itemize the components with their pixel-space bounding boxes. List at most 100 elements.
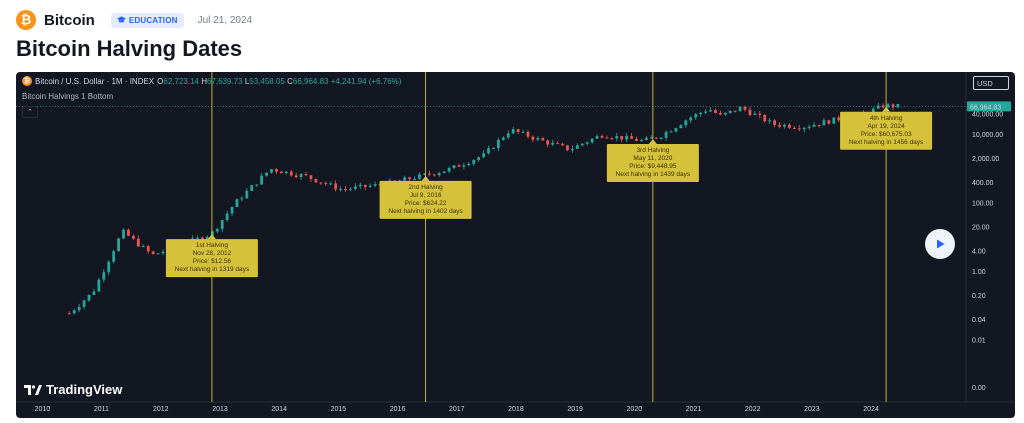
symbol-name[interactable]: Bitcoin / U.S. Dollar · 1M · INDEX	[35, 76, 155, 86]
x-tick-label: 2019	[567, 406, 583, 413]
candle-body	[827, 120, 831, 124]
candle-body	[452, 165, 456, 168]
candle-body	[526, 131, 530, 137]
candle-body	[279, 171, 283, 174]
candle-body	[403, 177, 407, 181]
y-tick-label: 100.00	[972, 201, 994, 208]
candle-body	[536, 138, 540, 140]
candle-body	[654, 137, 658, 139]
topic-name[interactable]: Bitcoin	[44, 11, 95, 29]
candle-body	[506, 133, 510, 138]
collapse-button[interactable]: ⌃	[22, 106, 38, 118]
article-header: ₿ Bitcoin EDUCATION Jul 21, 2024	[16, 9, 252, 31]
candle-body	[72, 310, 76, 314]
candle-body	[339, 189, 342, 191]
halving-date: May 11, 2020	[633, 155, 672, 162]
halving-price: Price: $624.22	[405, 200, 447, 207]
candle-body	[196, 237, 199, 239]
y-tick-label: 10,000.00	[972, 132, 1003, 139]
halving-price: Price: $60,675.03	[861, 131, 912, 138]
y-tick-label: 20.00	[972, 224, 990, 231]
candle-body	[684, 120, 688, 126]
candle-body	[649, 137, 653, 139]
education-badge[interactable]: EDUCATION	[110, 12, 184, 28]
halving-annotation	[840, 111, 933, 150]
candle-body	[807, 126, 811, 128]
candle-body	[699, 112, 703, 115]
candle-body	[477, 157, 481, 161]
candle-body	[516, 129, 520, 132]
candle-body	[669, 131, 673, 133]
current-price-tag	[967, 101, 1011, 112]
candle-body	[644, 137, 648, 141]
candle-body	[334, 183, 338, 190]
candle-body	[97, 279, 101, 292]
play-button[interactable]	[925, 229, 955, 259]
candle-body	[575, 145, 579, 149]
halving-annotation	[606, 143, 699, 182]
candle-body	[753, 113, 757, 116]
candle-body	[768, 120, 772, 122]
y-tick-label: 0.00	[972, 385, 986, 392]
candle-body	[788, 124, 791, 128]
candle-body	[546, 140, 550, 145]
x-tick-label: 2013	[212, 406, 228, 413]
tradingview-logo[interactable]: TradingView	[24, 382, 122, 397]
candle-body	[250, 185, 254, 191]
candle-body	[358, 184, 362, 187]
candle-body	[146, 246, 150, 252]
candle-body	[220, 220, 224, 229]
symbol-icon: ₿	[22, 76, 32, 86]
chart-container[interactable]: 40,000.00 10,000.00 2,000.00 400.00 100.00 20…	[16, 72, 1015, 418]
currency-label[interactable]: USD	[973, 76, 1009, 90]
candle-body	[709, 110, 712, 112]
candle-body	[156, 253, 160, 255]
candlestick-chart[interactable]: 40,000.00 10,000.00 2,000.00 400.00 100.00 20…	[16, 72, 1015, 418]
candle-body	[748, 109, 752, 116]
x-tick-label: 2017	[449, 406, 465, 413]
candle-body	[457, 165, 461, 167]
halving-title: 3rd Halving	[636, 147, 669, 154]
candle-body	[704, 111, 707, 113]
halving-annotation	[165, 239, 258, 278]
candle-body	[570, 148, 574, 151]
candle-body	[437, 173, 441, 176]
indicator-label[interactable]: Bitcoin Halvings 1 Bottom	[22, 92, 114, 101]
candle-body	[418, 174, 421, 179]
tradingview-logo-icon	[24, 384, 42, 395]
candle-body	[235, 199, 239, 208]
candle-body	[620, 136, 624, 140]
change-value: +4,241.94 (+6.76%)	[330, 76, 402, 86]
candle-body	[472, 160, 476, 164]
candle-body	[363, 184, 367, 187]
current-price-label: 66,964.83	[970, 104, 1001, 111]
halving-title: 1st Halving	[196, 242, 229, 249]
candle-body	[664, 132, 668, 138]
candle-body	[487, 148, 490, 154]
tradingview-wordmark: TradingView	[46, 382, 123, 397]
candle-body	[442, 171, 446, 174]
candle-body	[349, 188, 352, 190]
halving-next: Next halving in 1439 days	[616, 171, 691, 178]
candle-body	[832, 117, 836, 124]
candle-body	[344, 189, 347, 191]
x-tick-label: 2010	[35, 406, 51, 413]
play-icon	[937, 239, 945, 249]
x-tick-label: 2023	[804, 406, 820, 413]
y-tick-label: 1.00	[972, 269, 986, 276]
y-tick-label: 0.04	[972, 317, 986, 324]
candle-body	[304, 174, 308, 176]
candle-body	[556, 142, 559, 144]
candle-body	[531, 136, 535, 140]
chart-legend: ₿ Bitcoin / U.S. Dollar · 1M · INDEX O62…	[22, 76, 401, 86]
candle-body	[605, 137, 609, 139]
candle-body	[817, 124, 821, 126]
candle-body	[112, 251, 116, 262]
bitcoin-logo[interactable]: ₿	[16, 10, 36, 30]
x-tick-label: 2012	[153, 406, 169, 413]
badge-label: EDUCATION	[128, 15, 178, 25]
candle-body	[353, 186, 357, 189]
candle-body	[773, 120, 777, 125]
halving-date: Nov 28, 2012	[193, 250, 232, 257]
candle-body	[240, 198, 244, 200]
